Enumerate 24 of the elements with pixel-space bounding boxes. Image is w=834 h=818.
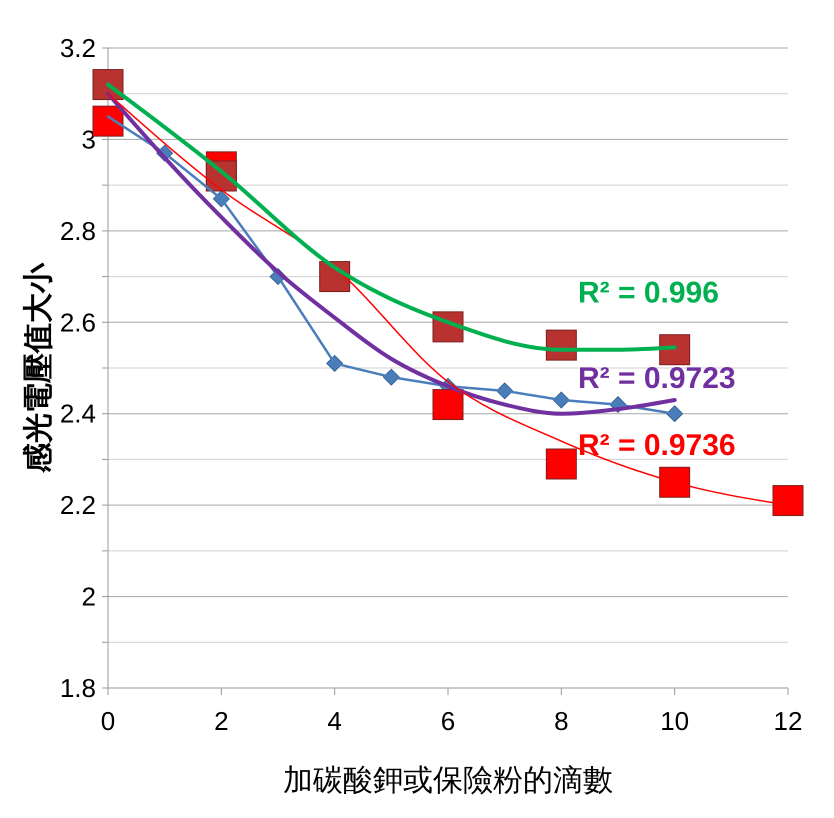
y-tick-label: 2.4 bbox=[60, 398, 96, 429]
point bbox=[432, 389, 464, 420]
point bbox=[659, 334, 690, 366]
y-tick-label: 1.8 bbox=[60, 673, 96, 703]
y-axis-title: 感光電壓值大小 bbox=[22, 262, 55, 474]
y-tick-label: 2 bbox=[82, 582, 96, 612]
x-tick-label: 0 bbox=[100, 706, 116, 736]
series-label: R² = 0.996 bbox=[578, 276, 719, 310]
x-tick-label: 4 bbox=[327, 706, 342, 736]
x-tick-label: 2 bbox=[214, 706, 229, 736]
x-tick-label: 6 bbox=[440, 706, 456, 736]
point bbox=[546, 448, 577, 480]
x-tick-label: 10 bbox=[660, 706, 690, 736]
y-tick-label: 3.2 bbox=[60, 33, 96, 63]
y-tick-label: 2.2 bbox=[60, 490, 96, 520]
x-tick-label: 8 bbox=[554, 706, 569, 736]
series-label: R² = 0.9723 bbox=[578, 362, 736, 395]
point bbox=[659, 466, 690, 498]
series-label: R² = 0.9736 bbox=[578, 429, 736, 462]
x-tick-label: 12 bbox=[774, 706, 802, 736]
point bbox=[772, 485, 804, 516]
x-axis-title: 加碳酸鉀或保險粉的滴數 bbox=[283, 764, 613, 797]
y-tick-label: 2.8 bbox=[60, 216, 96, 246]
y-tick-label: 2.6 bbox=[60, 307, 96, 338]
